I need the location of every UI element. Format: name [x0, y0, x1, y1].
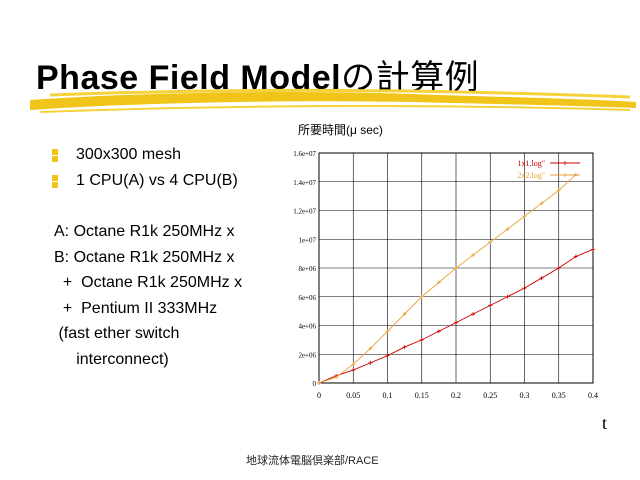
- data-point: [591, 247, 595, 252]
- y-tick-label: 1.4e+07: [293, 179, 316, 187]
- y-tick-label: 1e+07: [298, 236, 316, 244]
- x-tick-label: 0.1: [383, 391, 393, 400]
- data-point: [556, 188, 561, 193]
- legend-label: 1x1.log": [518, 159, 546, 168]
- data-point: [522, 286, 527, 291]
- data-point: [402, 312, 407, 316]
- bullet-icon: [52, 148, 58, 162]
- y-tick-label: 6e+06: [298, 294, 316, 302]
- data-point: [471, 312, 476, 316]
- data-point: [402, 345, 407, 350]
- data-point: [368, 360, 373, 365]
- bullet-item: 1 CPU(A) vs 4 CPU(B): [52, 168, 238, 194]
- x-tick-label: 0.35: [552, 391, 566, 400]
- data-point: [488, 240, 493, 245]
- x-tick-label: 0.2: [451, 391, 461, 400]
- bullet-text: 1 CPU(A) vs 4 CPU(B): [76, 172, 238, 189]
- highlight-brush-stroke: [30, 88, 636, 113]
- footer: 地球流体電脳倶楽部/RACE: [246, 455, 379, 467]
- data-point: [505, 294, 510, 299]
- data-point: [351, 368, 356, 373]
- y-tick-label: 8e+06: [298, 265, 316, 273]
- y-tick-label: 4e+06: [298, 323, 316, 331]
- x-tick-label: 0.25: [483, 391, 497, 400]
- data-point: [539, 201, 544, 206]
- y-tick-label: 2e+06: [298, 351, 316, 359]
- x-axis-letter: t: [602, 413, 608, 433]
- bullet-list: 300x300 mesh 1 CPU(A) vs 4 CPU(B): [52, 142, 238, 194]
- chart-title: 所要時間(μ sec): [298, 123, 383, 137]
- data-point: [454, 266, 458, 270]
- series-line: [318, 174, 577, 384]
- bullet-item: 300x300 mesh: [52, 142, 238, 168]
- machine-description: A: Octane R1k 250MHz x B: Octane R1k 250…: [54, 223, 243, 368]
- x-tick-label: 0.4: [588, 391, 598, 400]
- data-point: [385, 353, 390, 358]
- data-point: [334, 375, 339, 380]
- data-point: [351, 362, 356, 367]
- y-tick-label: 1.6e+07: [293, 150, 316, 158]
- data-point: [419, 294, 424, 299]
- data-point: [505, 227, 510, 232]
- bullet-icon: [52, 174, 58, 188]
- series-line: [318, 248, 594, 384]
- plot-frame: [318, 152, 594, 384]
- data-point: [368, 346, 373, 351]
- data-point: [419, 337, 424, 342]
- data-point: [488, 303, 493, 308]
- data-point: [385, 329, 390, 334]
- x-tick-label: 0: [317, 391, 321, 400]
- data-point: [522, 214, 527, 219]
- legend-label: 2x2.log": [518, 171, 546, 180]
- y-tick-label: 0: [313, 380, 317, 388]
- bullet-text: 300x300 mesh: [76, 146, 181, 163]
- data-point: [436, 280, 441, 285]
- data-point: [573, 172, 578, 177]
- data-point: [334, 373, 339, 378]
- data-point: [539, 276, 544, 281]
- data-point: [317, 381, 321, 385]
- data-point: [573, 254, 578, 259]
- data-point: [436, 329, 441, 334]
- x-tick-label: 0.05: [346, 391, 360, 400]
- data-point: [556, 266, 561, 270]
- data-point: [317, 381, 321, 385]
- y-tick-label: 1.2e+07: [293, 208, 316, 216]
- x-tick-label: 0.3: [520, 391, 530, 400]
- x-tick-label: 0.15: [415, 391, 429, 400]
- data-point: [454, 320, 458, 325]
- data-point: [471, 253, 476, 258]
